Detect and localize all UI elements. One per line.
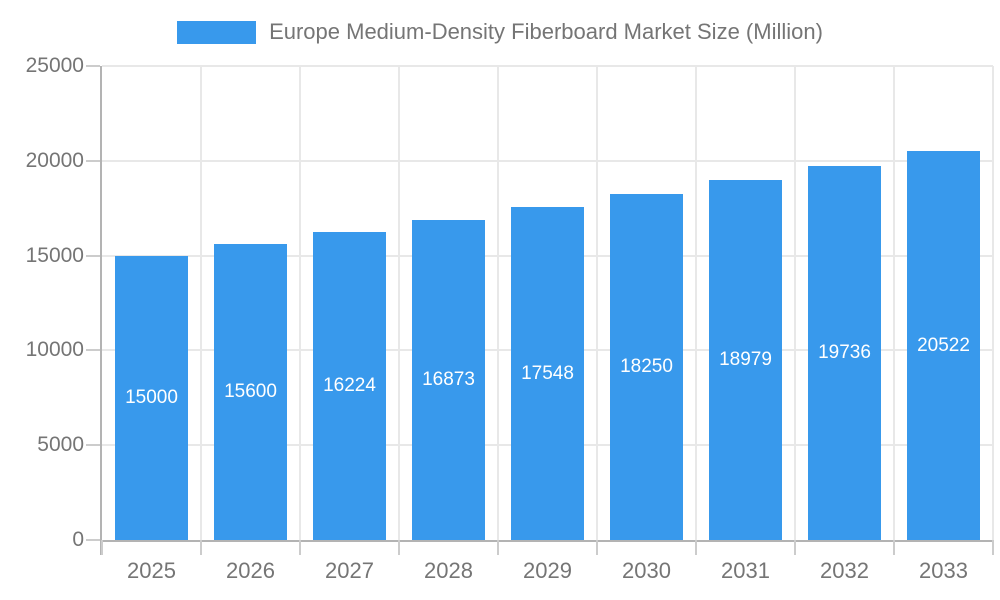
y-axis-tick	[86, 159, 100, 162]
y-tick-label: 25000	[25, 54, 84, 77]
bar-value-label: 18250	[620, 356, 673, 377]
gridline-horizontal	[102, 65, 993, 67]
y-axis-tick	[86, 349, 100, 352]
x-tick-label: 2026	[226, 558, 275, 583]
bar-value-label: 16224	[323, 375, 376, 396]
y-axis-tick	[86, 254, 100, 257]
x-tick-label: 2033	[919, 558, 968, 583]
x-tick-label: 2028	[424, 558, 473, 583]
y-tick-label: 10000	[25, 338, 84, 362]
y-tick-label: 5000	[37, 433, 84, 457]
bar-value-label: 15600	[224, 381, 277, 402]
gridline-vertical	[596, 66, 598, 540]
x-axis-tick	[893, 540, 895, 555]
legend[interactable]: Europe Medium-Density Fiberboard Market …	[0, 14, 1000, 50]
x-tick-label: 2032	[820, 558, 869, 583]
x-axis-tick	[497, 540, 499, 555]
bar-value-label: 20522	[917, 334, 970, 356]
bar[interactable]: 18979	[709, 180, 782, 540]
y-tick-label: 20000	[25, 148, 84, 172]
plot-area: 0 5000 10000 15000 20000 25000 15000 2025 15600 2…	[26, 54, 994, 583]
x-axis-tick	[695, 540, 697, 555]
gridline-vertical	[200, 66, 202, 540]
gridline-horizontal	[102, 159, 993, 162]
gridline-vertical	[893, 66, 895, 540]
bar-value-label: 19736	[818, 342, 871, 363]
bar-value-label: 18979	[719, 349, 772, 370]
gridline-vertical	[794, 66, 796, 540]
bar[interactable]: 18250	[610, 194, 683, 540]
gridline-vertical	[497, 66, 499, 540]
bar-value-label: 15000	[125, 387, 178, 408]
x-tick-label: 2025	[127, 558, 176, 583]
bar[interactable]: 20522	[907, 151, 980, 540]
x-axis-tick	[596, 540, 598, 555]
y-axis-tick	[86, 539, 100, 541]
x-axis-tick	[101, 540, 103, 555]
x-tick-label: 2027	[325, 558, 374, 583]
bar-value-label: 17548	[521, 362, 574, 384]
bar[interactable]: 16873	[412, 220, 485, 540]
bar[interactable]: 15600	[214, 244, 287, 540]
gridline-vertical	[695, 66, 697, 540]
gridline-vertical	[398, 66, 400, 540]
gridline-vertical	[992, 66, 994, 540]
bar[interactable]: 15000	[115, 256, 188, 540]
bar[interactable]: 16224	[313, 232, 386, 540]
x-axis-tick	[200, 540, 202, 555]
x-tick-label: 2030	[622, 558, 671, 583]
gridline-vertical	[299, 66, 301, 540]
y-tick-label: 0	[72, 528, 84, 551]
bar[interactable]: 19736	[808, 166, 881, 540]
x-axis-line	[102, 540, 994, 542]
y-axis-tick	[86, 444, 100, 447]
legend-label: Europe Medium-Density Fiberboard Market …	[269, 19, 823, 44]
bar[interactable]: 17548	[511, 207, 584, 540]
y-axis-tick	[86, 65, 100, 67]
x-axis-tick	[299, 540, 301, 555]
x-axis-tick	[992, 540, 994, 555]
x-tick-label: 2029	[523, 558, 572, 583]
y-axis-line	[100, 66, 102, 555]
y-tick-label: 15000	[25, 243, 84, 267]
x-axis-tick	[398, 540, 400, 555]
legend-swatch	[177, 20, 257, 44]
x-axis-tick	[794, 540, 796, 555]
bar-value-label: 16873	[422, 369, 475, 390]
x-tick-label: 2031	[721, 558, 770, 583]
